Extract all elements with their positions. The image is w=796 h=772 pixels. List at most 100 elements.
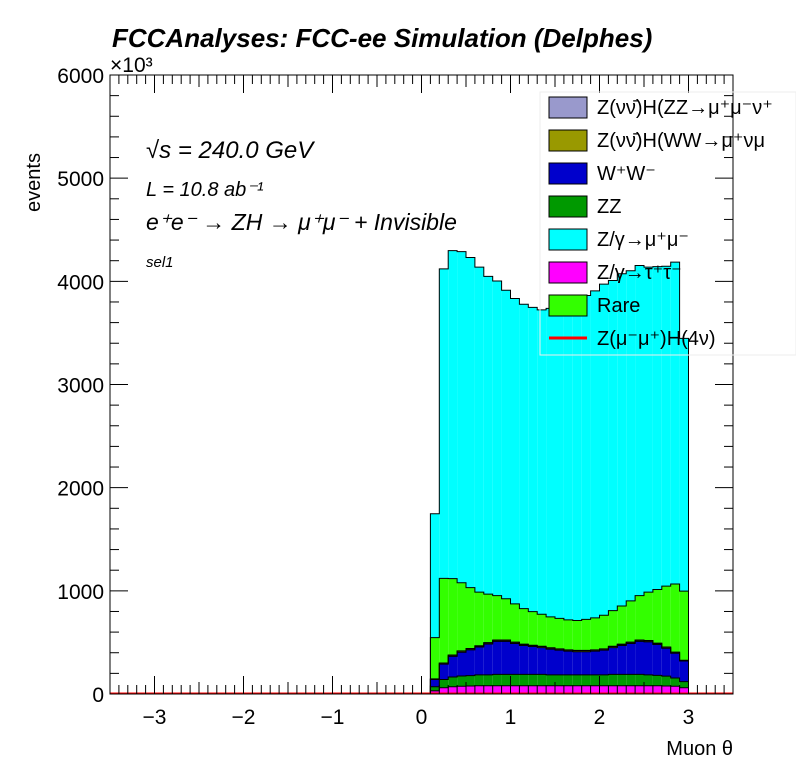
bar-segment bbox=[510, 643, 520, 675]
bar-segment bbox=[652, 644, 662, 676]
bar-segment bbox=[563, 302, 573, 620]
x-tick-label: −2 bbox=[232, 706, 256, 729]
y-tick-label: 1000 bbox=[57, 581, 104, 604]
sqrt-s-annotation: √s = 240.0 GeV bbox=[146, 137, 315, 164]
legend-label: Z(νν̄)H(ZZ→μ⁺μ⁻ν⁺ bbox=[597, 97, 773, 119]
x-tick-label: −1 bbox=[321, 706, 345, 729]
bar-segment bbox=[457, 582, 466, 651]
bar-segment bbox=[430, 690, 440, 694]
bar-segment bbox=[519, 608, 529, 645]
bar-segment bbox=[581, 295, 591, 620]
bar-segment bbox=[528, 646, 538, 675]
bar-segment bbox=[581, 619, 591, 651]
bar-segment bbox=[546, 649, 555, 675]
bar-segment bbox=[563, 674, 573, 686]
bar-segment bbox=[519, 685, 529, 694]
y-tick-label: 4000 bbox=[57, 271, 104, 294]
stacked-bars bbox=[429, 250, 689, 694]
bar-segment bbox=[572, 674, 582, 686]
bar-segment bbox=[430, 513, 440, 638]
bar-segment bbox=[679, 660, 689, 682]
bar-segment bbox=[466, 257, 475, 588]
bar-segment bbox=[679, 687, 689, 694]
bar-segment bbox=[581, 685, 591, 694]
bar-segment bbox=[537, 646, 547, 648]
bar-segment bbox=[430, 679, 440, 687]
bar-segment bbox=[626, 674, 636, 686]
bar-segment bbox=[635, 641, 644, 675]
bar-segment bbox=[501, 290, 511, 599]
legend-swatch bbox=[548, 96, 588, 119]
bar-segment bbox=[635, 685, 644, 694]
bar-segment bbox=[483, 674, 493, 686]
series-Rare bbox=[430, 578, 689, 679]
bar-segment bbox=[537, 685, 547, 694]
bar-segment bbox=[617, 685, 627, 694]
legend-label: Z(μ⁻μ⁺)H(4ν) bbox=[597, 328, 716, 350]
bar-segment bbox=[466, 649, 475, 676]
x-tick-label: 3 bbox=[683, 706, 695, 729]
bar-segment bbox=[670, 262, 680, 585]
bar-segment bbox=[590, 651, 600, 675]
bar-segment bbox=[599, 284, 609, 616]
bar-segment bbox=[670, 678, 680, 687]
bar-segment bbox=[501, 641, 511, 675]
bar-segment bbox=[546, 648, 555, 650]
bar-segment bbox=[661, 685, 671, 694]
bar-segment bbox=[608, 685, 618, 694]
bar-segment bbox=[466, 675, 475, 686]
bar-segment bbox=[555, 618, 564, 649]
legend-swatch bbox=[548, 162, 588, 185]
y-multiplier: ×10³ bbox=[110, 54, 153, 77]
bar-segment bbox=[439, 687, 449, 694]
bar-segment bbox=[448, 578, 458, 656]
legend-box bbox=[539, 91, 796, 356]
bar-segment bbox=[555, 674, 564, 686]
legend-label: Z(νν̄)H(WW→μ⁺νμ bbox=[597, 130, 765, 152]
bar-segment bbox=[448, 676, 458, 687]
bar-segment bbox=[474, 685, 484, 694]
bar-segment bbox=[466, 587, 475, 649]
bar-segment bbox=[492, 595, 502, 641]
bar-segment bbox=[608, 647, 618, 675]
bar-segment bbox=[501, 598, 511, 641]
bar-segment bbox=[590, 290, 600, 618]
bar-segment bbox=[546, 616, 555, 648]
bar-segment bbox=[430, 637, 440, 679]
bar-segment bbox=[661, 648, 671, 677]
bar-segment bbox=[474, 674, 484, 686]
legend-label: Rare bbox=[597, 295, 640, 317]
bar-segment bbox=[492, 281, 502, 596]
bar-segment bbox=[644, 685, 653, 694]
bar-segment bbox=[501, 674, 511, 686]
luminosity-annotation: L = 10.8 ab⁻¹ bbox=[146, 179, 264, 201]
bar-segment bbox=[617, 605, 627, 645]
x-tick-label: 1 bbox=[505, 706, 517, 729]
bar-segment bbox=[599, 649, 609, 651]
bar-segment bbox=[590, 685, 600, 694]
legend-swatch bbox=[548, 294, 588, 317]
bar-segment bbox=[474, 646, 484, 648]
series-W⁺W⁻ bbox=[430, 641, 689, 687]
bar-segment bbox=[519, 645, 529, 675]
bar-segment bbox=[679, 681, 689, 688]
series-outline bbox=[429, 639, 689, 694]
bar-segment bbox=[635, 265, 644, 596]
bar-segment bbox=[510, 603, 520, 643]
bar-segment bbox=[510, 674, 520, 686]
bar-segment bbox=[448, 655, 458, 657]
bar-segment bbox=[661, 586, 671, 647]
bar-segment bbox=[483, 643, 493, 675]
bar-segment bbox=[635, 674, 644, 686]
bar-segment bbox=[572, 685, 582, 694]
bar-segment bbox=[670, 686, 680, 694]
bar-segment bbox=[519, 674, 529, 686]
bar-segment bbox=[626, 600, 636, 643]
tick-labels: −3 −2 −1 0 1 2 3 0 1000 2000 3000 4000 5000 6000 bbox=[57, 65, 694, 729]
bar-segment bbox=[528, 307, 538, 612]
y-tick-label: 3000 bbox=[57, 375, 104, 398]
bar-segment bbox=[652, 589, 662, 644]
bar-segment bbox=[439, 268, 449, 579]
bar-segment bbox=[555, 650, 564, 675]
bar-segment bbox=[572, 651, 582, 675]
